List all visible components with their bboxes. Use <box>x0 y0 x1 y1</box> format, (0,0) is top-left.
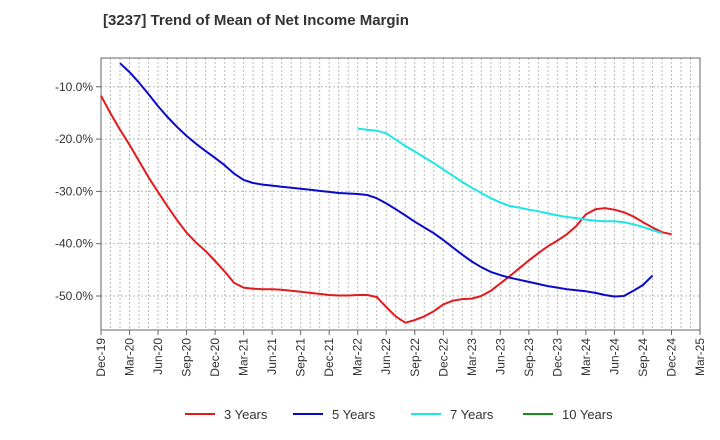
series-line-5-years <box>119 62 654 298</box>
x-tick-label: Sep-20 <box>180 338 194 377</box>
x-tick-label: Dec-21 <box>322 338 336 377</box>
x-tick-label: Mar-24 <box>579 338 593 376</box>
series-line-7-years <box>357 127 663 235</box>
grid-lines <box>100 58 701 330</box>
y-axis: -10.0% -20.0% -30.0% -40.0% -50.0% <box>55 80 101 303</box>
legend: 3 Years 5 Years 7 Years 10 Years <box>185 407 613 422</box>
legend-label: 5 Years <box>332 407 376 422</box>
series-lines <box>100 62 672 324</box>
x-tick-label: Jun-23 <box>493 338 507 375</box>
legend-label: 7 Years <box>450 407 494 422</box>
x-tick-label: Mar-21 <box>237 338 251 376</box>
x-tick-label: Dec-19 <box>94 338 108 377</box>
x-tick-label: Jun-21 <box>265 338 279 375</box>
x-tick-label: Sep-24 <box>636 338 650 377</box>
x-axis: Dec-19 Mar-20 Jun-20 Sep-20 Dec-20 Mar-21 Jun-… <box>94 330 707 377</box>
plot-area <box>100 57 701 331</box>
y-tick-label: -50.0% <box>55 289 93 303</box>
x-tick-label: Sep-21 <box>294 338 308 377</box>
x-tick-label: Dec-20 <box>208 338 222 377</box>
y-tick-label: -20.0% <box>55 132 93 146</box>
legend-label: 10 Years <box>562 407 613 422</box>
legend-label: 3 Years <box>224 407 268 422</box>
x-tick-label: Mar-22 <box>351 338 365 376</box>
chart-title: [3237] Trend of Mean of Net Income Margi… <box>103 12 409 29</box>
y-tick-label: -40.0% <box>55 237 93 251</box>
x-tick-label: Jun-20 <box>151 338 165 375</box>
y-tick-label: -10.0% <box>55 80 93 94</box>
x-tick-label: Sep-22 <box>408 338 422 377</box>
x-tick-label: Jun-22 <box>379 338 393 375</box>
x-tick-label: Dec-23 <box>550 338 564 377</box>
x-tick-label: Sep-23 <box>522 338 536 377</box>
series-line-3-years <box>100 95 672 324</box>
x-tick-label: Dec-24 <box>664 338 678 377</box>
x-tick-label: Jun-24 <box>607 338 621 375</box>
x-tick-label: Dec-22 <box>436 338 450 377</box>
x-tick-label: Mar-20 <box>123 338 137 376</box>
y-tick-label: -30.0% <box>55 184 93 198</box>
x-tick-label: Mar-23 <box>465 338 479 376</box>
x-tick-label: Mar-25 <box>693 338 707 376</box>
